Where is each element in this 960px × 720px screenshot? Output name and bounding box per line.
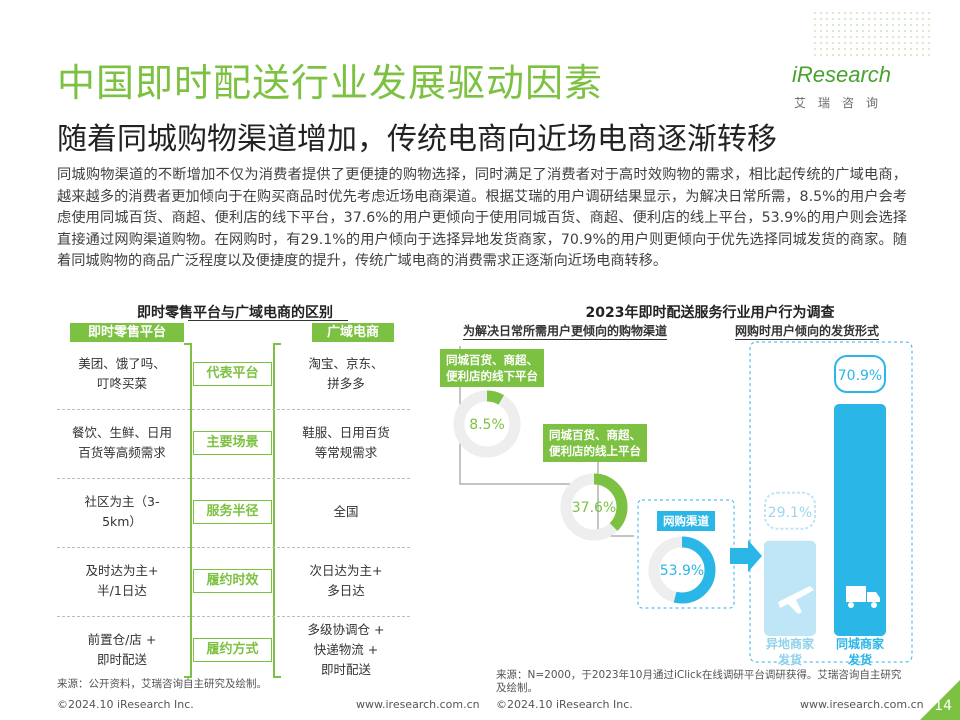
survey-title: 2023年即时配送服务行业用户行为调查 bbox=[585, 305, 835, 321]
online-shopping-donut-value: 53.9% bbox=[660, 563, 704, 579]
footer-url-right: www.iresearch.com.cn bbox=[800, 698, 924, 711]
page-title: 中国即时配送行业发展驱动因素 bbox=[57, 61, 604, 105]
offline-platform-donut-arc bbox=[453, 390, 521, 458]
page-number: 14 bbox=[934, 698, 952, 714]
wide-ecommerce-cell: 淘宝、京东、 拼多多 bbox=[308, 355, 384, 391]
same-city-bar-category: 同城商家 bbox=[836, 636, 885, 651]
right-bracket bbox=[273, 343, 281, 678]
dimension-label: 履约方式 bbox=[193, 637, 272, 662]
arrow-icon bbox=[730, 540, 762, 572]
cross-city-bar-bubble bbox=[764, 491, 816, 530]
row-divider bbox=[57, 409, 410, 410]
page-subtitle: 随着同城购物渠道增加，传统电商向近场电商逐渐转移 bbox=[57, 122, 777, 157]
dimension-label: 代表平台 bbox=[193, 361, 272, 386]
survey-source: 来源：N=2000，于2023年10月通过iClick在线调研平台调研获得。艾瑞… bbox=[496, 669, 902, 694]
left-bracket bbox=[184, 343, 192, 678]
instant-retail-header: 即时零售平台 bbox=[70, 323, 184, 342]
instant-retail-cell: 社区为主（3- 5km） bbox=[84, 493, 160, 529]
same-city-bar bbox=[834, 404, 886, 636]
instant-retail-cell: 及时达为主+ 半/1日达 bbox=[85, 562, 159, 598]
comparison-title: 即时零售平台与广域电商的区别 bbox=[137, 305, 333, 321]
logo-text: iResearch bbox=[792, 62, 892, 87]
cross-city-bar-category: 异地商家 bbox=[766, 636, 815, 651]
survey-subtitle-shipping: 网购时用户倾向的发货形式 bbox=[735, 324, 880, 340]
row-divider bbox=[57, 547, 410, 548]
footer-copyright-left: ©2024.10 iResearch Inc. bbox=[57, 698, 194, 711]
row-divider bbox=[57, 478, 410, 479]
wide-ecommerce-cell: 鞋服、日用百货 等常规需求 bbox=[302, 424, 390, 460]
wide-ecommerce-cell: 次日达为主+ 多日达 bbox=[309, 562, 383, 598]
truck-cab-icon bbox=[867, 592, 880, 602]
decorative-dot-pattern bbox=[812, 10, 932, 60]
body-paragraph: 同城购物渠道的不断增加不仅为消费者提供了更便捷的购物选择，同时满足了消费者对于高… bbox=[57, 167, 907, 270]
instant-retail-cell: 餐饮、生鲜、日用 百货等高频需求 bbox=[71, 424, 172, 460]
wide-ecommerce-header: 广域电商 bbox=[312, 323, 394, 342]
cross-city-bar bbox=[764, 540, 816, 636]
logo-subtext: 艾瑞咨询 bbox=[794, 96, 891, 110]
same-city-bar-category: 发货 bbox=[847, 652, 872, 666]
online-platform-tag: 同城百货、商超、 便利店的线上平台 bbox=[543, 424, 647, 462]
iresearch-logo: iResearch 艾瑞咨询 bbox=[792, 46, 912, 110]
truck-wheel-icon bbox=[848, 602, 854, 608]
plane-icon bbox=[778, 586, 814, 614]
offline-platform-tag: 同城百货、商超、 便利店的线下平台 bbox=[440, 349, 544, 387]
page-number-badge: 14 bbox=[920, 680, 960, 720]
same-city-bar-bubble bbox=[834, 355, 886, 393]
wide-ecommerce-cell: 全国 bbox=[333, 503, 359, 519]
footer-url-left: www.iresearch.com.cn bbox=[356, 698, 480, 711]
shipping-frame bbox=[749, 341, 913, 663]
wide-ecommerce-cell: 多级协调仓 + 快递物流 + 即时配送 bbox=[307, 621, 385, 677]
truck-icon bbox=[846, 586, 866, 602]
online-platform-donut-arc bbox=[560, 473, 628, 541]
instant-retail-cell: 前置仓/店 + 即时配送 bbox=[87, 631, 157, 667]
online-shopping-donut-arc bbox=[648, 536, 716, 604]
cross-city-bar-category: 发货 bbox=[777, 652, 802, 666]
survey-subtitle-channels: 为解决日常所需用户更倾向的购物渠道 bbox=[463, 324, 668, 340]
row-divider bbox=[57, 616, 410, 617]
dimension-label: 主要场景 bbox=[193, 430, 272, 455]
cross-city-bar-value: 29.1% bbox=[768, 505, 812, 521]
comparison-source: 来源：公开资料，艾瑞咨询自主研究及绘制。 bbox=[57, 678, 267, 690]
comparison-title-underline bbox=[188, 320, 348, 321]
dimension-label: 履约时效 bbox=[193, 568, 272, 593]
online-platform-donut-value: 37.6% bbox=[572, 500, 616, 516]
footer-copyright-right: ©2024.10 iResearch Inc. bbox=[496, 698, 633, 711]
truck-wheel-icon bbox=[871, 602, 877, 608]
step-line-1 bbox=[459, 346, 598, 485]
instant-retail-cell: 美团、饿了吗、 叮咚买菜 bbox=[78, 355, 166, 391]
online-shopping-tag: 网购渠道 bbox=[657, 511, 715, 531]
dimension-label: 服务半径 bbox=[193, 499, 272, 524]
offline-platform-donut-value: 8.5% bbox=[469, 417, 505, 433]
same-city-bar-value: 70.9% bbox=[838, 368, 882, 384]
